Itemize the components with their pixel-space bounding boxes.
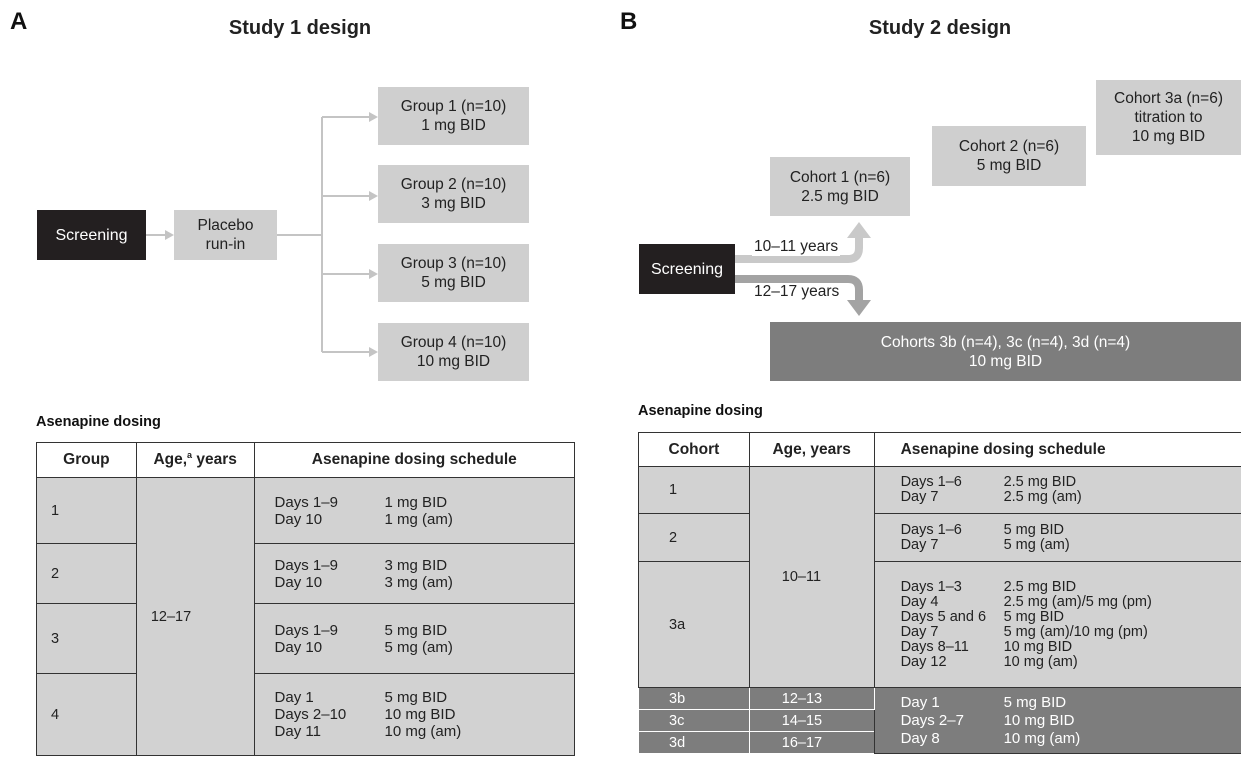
group-1-dose: 1 mg BID [421,117,486,134]
age-cell: 12–17 [135,477,255,756]
header-age: Age, years [748,432,875,467]
group-4-title: Group 4 (n=10) [400,334,507,351]
header-schedule: Asenapine dosing schedule [873,432,1241,467]
panel-b-letter: B [620,8,638,35]
cohorts-3bcd-title: Cohorts 3b (n=4), 3c (n=4), 3d (n=4) [880,333,1131,351]
cohort-cell: 3d [638,731,750,754]
cohort-3a-title: Cohort 3a (n=6) [1114,90,1223,107]
header-cohort: Cohort [638,432,750,467]
screening-box: Screening [37,210,146,260]
schedule-cell: Days 1–3 2.5 mg BID Day 4 2.5 mg (am)/5 mg… [873,561,1241,688]
cohort-2-box: Cohort 2 (n=6) 5 mg BID [932,126,1086,186]
group-2-box: Group 2 (n=10) 3 mg BID [378,165,529,223]
table-header-row: Cohort Age, years Asenapine dosing sched… [638,432,1241,467]
panel-a-title: Study 1 design [228,17,372,39]
cohort-3a-box: Cohort 3a (n=6) titration to 10 mg BID [1096,80,1241,155]
panel-a-dosing-table: Group Age,a years Asenapine dosing sched… [36,442,576,756]
group-3-title: Group 3 (n=10) [400,255,507,272]
cohort-cell: 1 [638,466,750,514]
group-cell: 3 [36,603,137,674]
placebo-line2: run-in [205,236,246,253]
screening-box-b: Screening [639,244,735,294]
footnote-marker: a [187,450,193,461]
cohort-cell: 3a [638,561,750,688]
table-row: 2 Days 1–9 3 mg BID Day 10 3 mg (am) [36,543,576,604]
group-4-box: Group 4 (n=10) 10 mg BID [378,323,529,381]
group-cell: 1 [36,477,137,544]
cohort-cell: 3b [638,687,750,710]
cohort-1-title: Cohort 1 (n=6) [789,168,891,186]
header-schedule: Asenapine dosing schedule [253,442,576,478]
table-row: 3 Days 1–9 5 mg BID Day 10 5 mg (am) [36,603,576,674]
schedule-cell: Days 1–9 3 mg BID Day 10 3 mg (am) [253,543,576,604]
schedule-cell: Days 1–6 2.5 mg BID Day 7 2.5 mg (am) [873,466,1241,514]
screening-b-label: Screening [650,260,724,278]
cohorts-3bcd-dose: 10 mg BID [968,352,1043,370]
group-cell: 4 [36,673,137,756]
group-1-box: Group 1 (n=10) 1 mg BID [378,87,529,145]
panel-a-table-label: Asenapine dosing [36,414,161,430]
cohort-2-title: Cohort 2 (n=6) [958,138,1060,155]
schedule-cell: Days 1–9 1 mg BID Day 10 1 mg (am) [253,477,576,544]
group-2-dose: 3 mg BID [421,195,486,212]
panel-b-table-label: Asenapine dosing [638,403,763,419]
cohort-cell: 2 [638,513,750,562]
table-row: 1 12–17 Days 1–9 1 mg BID Day 10 1 mg (am) [36,477,576,756]
cohorts-3bcd-box: Cohorts 3b (n=4), 3c (n=4), 3d (n=4) 10 … [770,322,1241,381]
panel-a-letter: A [10,8,28,35]
cohort-3a-line2: titration to [1134,109,1203,126]
cohort-1-box: Cohort 1 (n=6) 2.5 mg BID [770,157,910,216]
header-group: Group [36,442,137,478]
placebo-line1: Placebo [197,217,254,234]
cohort-cell: 3c [638,709,750,732]
panel-b-dosing-table: Cohort Age, years Asenapine dosing sched… [638,432,1241,754]
cohort-3a-dose: 10 mg BID [1131,128,1206,145]
schedule-cell: Days 1–9 5 mg BID Day 10 5 mg (am) [253,603,576,674]
table-row: 3a Days 1–3 2.5 mg BID Day 4 2.5 mg (am)/5… [638,561,1241,688]
table-row: 1 10–11 Days 1–6 2.5 mg BID Day 7 2.5 mg (… [638,466,1241,688]
header-age: Age,a years [135,442,255,478]
placebo-run-in-box: Placebo run-in [174,210,277,260]
age-cell: 16–17 [748,731,875,754]
group-3-box: Group 3 (n=10) 5 mg BID [378,244,529,302]
screening-label: Screening [55,226,128,244]
cohort-1-dose: 2.5 mg BID [801,187,879,205]
age-10-11-label: 10–11 years [752,238,841,256]
group-3-dose: 5 mg BID [421,274,486,291]
table-header-row: Group Age,a years Asenapine dosing sched… [36,442,576,478]
group-4-dose: 10 mg BID [416,353,491,370]
group-1-title: Group 1 (n=10) [400,98,507,115]
age-cell: 14–15 [748,709,875,732]
panel-b-title: Study 2 design [868,17,1012,39]
cohort-2-dose: 5 mg BID [976,157,1042,174]
group-2-title: Group 2 (n=10) [400,176,507,193]
age-12-17-label: 12–17 years [752,283,842,301]
age-cell: 10–11 [748,466,875,688]
age-cell: 12–13 [748,687,875,710]
